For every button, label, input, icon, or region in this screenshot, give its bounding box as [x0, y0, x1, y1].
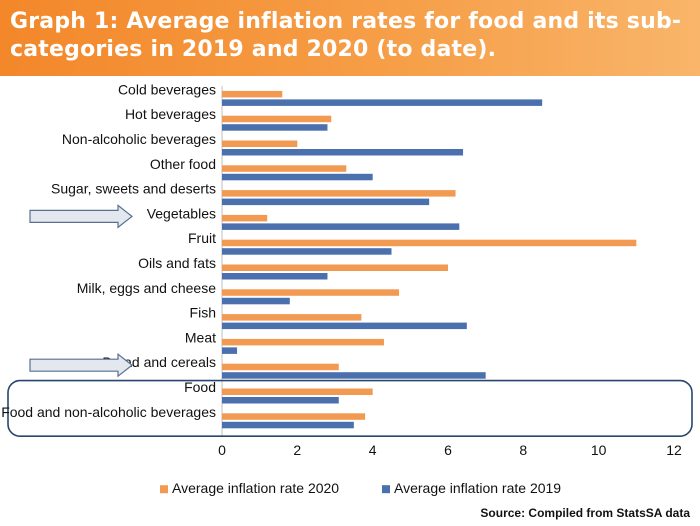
- x-tick-label: 0: [218, 442, 226, 458]
- x-tick-label: 2: [293, 442, 301, 458]
- bar-2019: [222, 297, 290, 305]
- bar-2020: [222, 214, 268, 222]
- bar-2019: [222, 421, 354, 429]
- category-label: Fruit: [188, 230, 216, 246]
- x-tick-label: 6: [444, 442, 452, 458]
- bar-2019: [222, 248, 392, 255]
- bar-2020: [222, 338, 384, 346]
- arrow-marker-icon: [29, 204, 133, 229]
- category-label: Sugar, sweets and deserts: [51, 181, 216, 197]
- x-tick-label: 8: [519, 442, 527, 458]
- legend-swatch: [382, 485, 390, 494]
- bar-2019: [222, 372, 486, 379]
- bar-2020: [222, 388, 373, 395]
- chart-title: Graph 1: Average inflation rates for foo…: [10, 9, 682, 62]
- bar-2020: [222, 363, 339, 371]
- bar-2019: [222, 347, 238, 354]
- category-label: Cold beverages: [118, 81, 216, 97]
- bar-2019: [222, 198, 430, 206]
- bar-2020: [222, 115, 332, 123]
- category-label: Non-alcoholic beverages: [62, 131, 216, 147]
- bar-2019: [222, 322, 467, 330]
- header-banner: Graph 1: Average inflation rates for foo…: [0, 0, 700, 76]
- x-tick-label: 4: [369, 442, 377, 458]
- bar-2019: [222, 397, 339, 404]
- x-tick-label: 12: [666, 442, 682, 458]
- bar-2020: [222, 165, 347, 172]
- arrow-marker-icon: [29, 352, 133, 378]
- bar-chart: Cold beverages Hot beverages Non-alcoholic…: [1, 81, 693, 496]
- category-label: Hot beverages: [125, 106, 216, 122]
- category-label: Meat: [185, 329, 216, 345]
- category-label: Fish: [190, 305, 216, 321]
- highlight-box: [7, 379, 693, 438]
- bar-2019: [222, 273, 328, 280]
- bar-2020: [222, 239, 637, 247]
- category-label: Food and non-alcoholic beverages: [1, 404, 216, 420]
- bar-2019: [222, 173, 373, 181]
- x-tick-label: 10: [591, 442, 607, 458]
- source-note: Source: Compiled from StatsSA data: [480, 506, 690, 520]
- bar-2019: [222, 149, 464, 156]
- bar-2020: [222, 314, 362, 321]
- legend-label: Average inflation rate 2019: [394, 480, 561, 496]
- category-label: Milk, eggs and cheese: [77, 280, 217, 296]
- bar-2020: [222, 413, 366, 420]
- legend-label: Average inflation rate 2020: [172, 480, 339, 496]
- category-label: Vegetables: [147, 205, 216, 221]
- bar-2020: [222, 289, 400, 296]
- bar-2020: [222, 90, 283, 98]
- category-label: Oils and fats: [138, 255, 216, 271]
- bar-2020: [222, 190, 456, 197]
- bar-2020: [222, 264, 448, 271]
- bar-2019: [222, 99, 543, 106]
- category-label: Food: [184, 379, 216, 395]
- bar-2019: [222, 124, 328, 131]
- category-label: Other food: [150, 156, 216, 172]
- legend-swatch: [160, 485, 168, 494]
- bar-2020: [222, 140, 298, 147]
- bar-2019: [222, 223, 460, 230]
